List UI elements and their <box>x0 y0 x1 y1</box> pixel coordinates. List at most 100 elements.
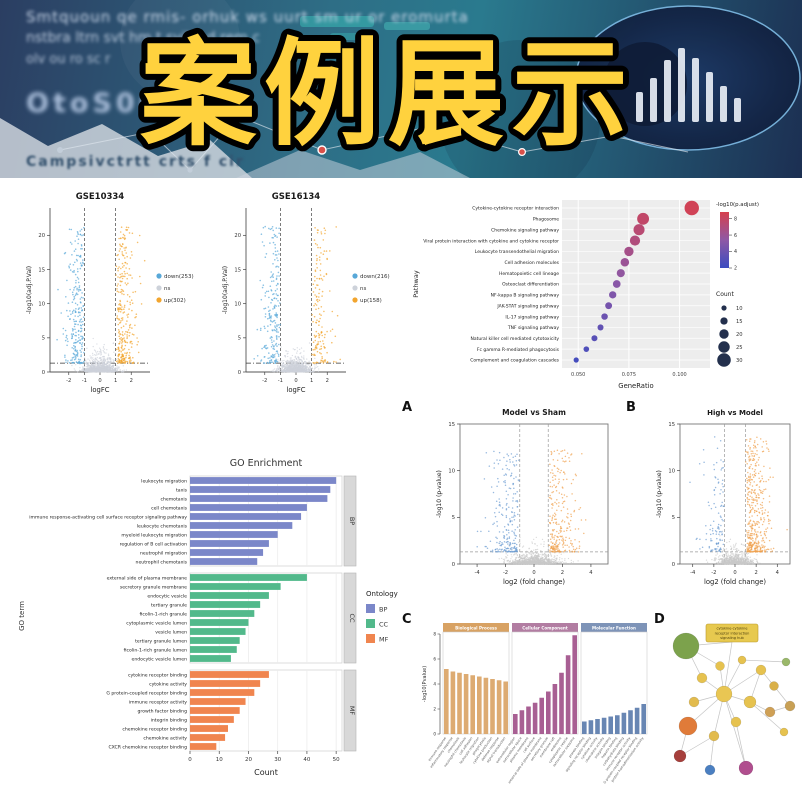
svg-text:5: 5 <box>42 336 45 342</box>
svg-text:IL-17 signaling pathway: IL-17 signaling pathway <box>505 314 559 320</box>
svg-text:5: 5 <box>238 336 241 342</box>
svg-text:GSE10334: GSE10334 <box>76 192 125 202</box>
banner-glow-bar <box>300 16 374 27</box>
svg-text:0: 0 <box>42 370 45 376</box>
svg-text:15: 15 <box>234 267 241 273</box>
svg-text:-1: -1 <box>82 378 87 384</box>
svg-text:JAK-STAT signaling pathway: JAK-STAT signaling pathway <box>496 303 559 309</box>
svg-text:0.075: 0.075 <box>622 372 636 378</box>
svg-text:10: 10 <box>234 301 241 307</box>
svg-text:15: 15 <box>448 422 455 428</box>
volcano-model-sham-svg: Model vs Sham -4 -2 0 2 4 0 5 10 15 log2 (fold cha… <box>436 408 609 586</box>
svg-text:TNF signaling pathway: TNF signaling pathway <box>507 325 560 331</box>
svg-text:Cell adhesion molecules: Cell adhesion molecules <box>504 260 559 266</box>
banner-blurred-caption: Campsivctrtt crts f cir <box>26 154 245 170</box>
svg-text:ns: ns <box>164 286 170 292</box>
svg-text:GSE16134: GSE16134 <box>272 192 321 202</box>
svg-text:20: 20 <box>38 233 45 239</box>
svg-text:log2 (fold change): log2 (fold change) <box>503 578 565 586</box>
svg-text:Natural killer cell mediated c: Natural killer cell mediated cytotoxicit… <box>470 336 559 342</box>
svg-text:up(302): up(302) <box>164 298 186 304</box>
svg-text:-2: -2 <box>66 378 71 384</box>
banner-decoration <box>0 0 801 178</box>
panel-label-c: C <box>402 612 412 627</box>
svg-text:8: 8 <box>734 216 737 222</box>
svg-text:Leukocyte transendothelial mig: Leukocyte transendothelial migration <box>475 249 559 255</box>
svg-text:-1: -1 <box>278 378 283 384</box>
svg-text:0.050: 0.050 <box>571 372 585 378</box>
svg-text:0: 0 <box>294 378 297 384</box>
svg-text:NF-kappa B signaling pathway: NF-kappa B signaling pathway <box>491 293 560 299</box>
svg-text:-2: -2 <box>503 570 508 576</box>
volcano-plot-gse16134: GSE16134 -2 -1 0 1 2 0 5 10 15 20 logFC -log10(adj.P… <box>210 184 402 408</box>
svg-text:Chemokine signaling pathway: Chemokine signaling pathway <box>491 227 559 233</box>
panel-label-d: D <box>654 612 665 627</box>
svg-text:logFC: logFC <box>286 386 305 394</box>
svg-text:Pathway: Pathway <box>412 270 420 298</box>
svg-text:GeneRatio: GeneRatio <box>618 382 653 390</box>
svg-text:2: 2 <box>561 570 564 576</box>
svg-text:ns: ns <box>360 286 366 292</box>
svg-text:1: 1 <box>310 378 313 384</box>
banner-title: 案例展示 <box>134 21 636 168</box>
svg-text:0: 0 <box>98 378 101 384</box>
panel-label-a: A <box>402 400 413 415</box>
svg-text:-2: -2 <box>262 378 267 384</box>
svg-text:up(158): up(158) <box>360 298 382 304</box>
banner-title-text: 案例展示 <box>140 27 636 162</box>
svg-text:4: 4 <box>734 249 737 255</box>
svg-text:2: 2 <box>734 266 737 272</box>
volcano-plot-high-vs-model: High vs Model -4 -2 0 2 4 0 5 10 15 log2 (fold cha… <box>646 404 800 600</box>
banner-hills <box>0 118 252 178</box>
svg-text:Cytokine-cytokine receptor int: Cytokine-cytokine receptor interaction <box>472 206 559 212</box>
volcano-plot-model-vs-sham: Model vs Sham -4 -2 0 2 4 0 5 10 15 log2 (fold cha… <box>424 404 620 600</box>
svg-text:5: 5 <box>452 515 455 521</box>
svg-text:-log10 (p-value): -log10 (p-value) <box>436 470 443 518</box>
kegg-dotplot-svg: Pathway 0.050 0.075 0.100 Cytokine-cytokine … <box>412 200 759 390</box>
banner-ellipse-chart <box>575 5 801 151</box>
svg-text:20: 20 <box>736 332 743 338</box>
banner-network-dots <box>57 112 689 173</box>
svg-text:15: 15 <box>736 319 743 325</box>
svg-text:0: 0 <box>532 570 535 576</box>
svg-text:6: 6 <box>734 233 737 239</box>
svg-text:10: 10 <box>38 301 45 307</box>
banner: Smtquoun qe rmis- orhuk ws uurt sm ur or… <box>0 0 802 178</box>
svg-text:logFC: logFC <box>90 386 109 394</box>
svg-text:2: 2 <box>130 378 133 384</box>
content: GSE10334 -2 -1 0 1 2 0 5 10 15 20 logFC -log10(adj.P… <box>0 178 802 802</box>
svg-text:down(216): down(216) <box>360 274 390 280</box>
svg-text:Count: Count <box>716 291 734 298</box>
svg-text:Model vs Sham: Model vs Sham <box>502 408 566 417</box>
svg-text:0: 0 <box>452 562 455 568</box>
svg-text:2: 2 <box>326 378 329 384</box>
svg-text:-log10(p.adjust): -log10(p.adjust) <box>716 202 759 208</box>
gse16134-svg: GSE16134-2 -1 0 1 205101520logFC-log10(adj.P… <box>222 192 390 394</box>
svg-text:20: 20 <box>234 233 241 239</box>
kegg-pathway-dotplot: Pathway 0.050 0.075 0.100 Cytokine-cytokine … <box>410 190 798 394</box>
svg-text:15: 15 <box>38 267 45 273</box>
svg-text:10: 10 <box>736 306 743 312</box>
banner-blurred-text-3: olv ou ro sc r <box>26 52 111 67</box>
svg-text:Fc gamma R-mediated phagocytos: Fc gamma R-mediated phagocytosis <box>477 347 560 353</box>
banner-blurred-text-1: Smtquoun qe rmis- orhuk ws uurt sm ur or… <box>26 8 469 26</box>
svg-text:0.100: 0.100 <box>672 372 686 378</box>
svg-text:-log10(adj.P.Val): -log10(adj.P.Val) <box>26 266 33 314</box>
svg-text:0: 0 <box>238 370 241 376</box>
go-enrichment-barchart: GO Enrichment GO term BP leukocyte migratio… <box>12 450 410 798</box>
gse10334-svg: GSE10334-2 -1 0 1 205101520logFC-log10(adj.P… <box>26 192 194 394</box>
svg-text:4: 4 <box>589 570 593 576</box>
svg-text:Complement and coagulation cas: Complement and coagulation cascades <box>470 358 559 364</box>
svg-text:-4: -4 <box>474 570 480 576</box>
banner-blurred-heading: OtoS06C <box>26 88 186 119</box>
svg-text:30: 30 <box>736 358 743 364</box>
svg-text:-log10(adj.P.Val): -log10(adj.P.Val) <box>222 266 229 314</box>
svg-text:10: 10 <box>448 468 455 474</box>
svg-text:Osteoclast differentiation: Osteoclast differentiation <box>502 282 559 288</box>
volcano-plot-gse10334: GSE10334 -2 -1 0 1 2 0 5 10 15 20 logFC -log10(adj.P… <box>14 184 206 408</box>
